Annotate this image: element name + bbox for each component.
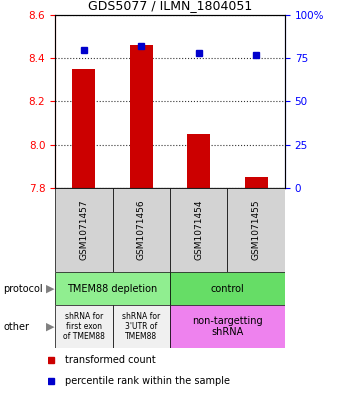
Text: TMEM88 depletion: TMEM88 depletion xyxy=(67,284,158,294)
Bar xyxy=(245,177,268,188)
Text: transformed count: transformed count xyxy=(65,354,156,365)
Bar xyxy=(170,188,227,272)
Text: GSM1071455: GSM1071455 xyxy=(252,200,261,261)
Bar xyxy=(55,305,113,348)
Bar xyxy=(55,272,170,305)
Text: GSM1071457: GSM1071457 xyxy=(79,200,88,261)
Text: GSM1071456: GSM1071456 xyxy=(137,200,146,261)
Text: shRNA for
first exon
of TMEM88: shRNA for first exon of TMEM88 xyxy=(63,312,105,342)
Title: GDS5077 / ILMN_1804051: GDS5077 / ILMN_1804051 xyxy=(88,0,252,12)
Bar xyxy=(170,272,285,305)
Text: control: control xyxy=(210,284,244,294)
Bar xyxy=(187,134,210,188)
Bar xyxy=(113,305,170,348)
Bar xyxy=(113,188,170,272)
Text: GSM1071454: GSM1071454 xyxy=(194,200,203,260)
Bar xyxy=(170,305,285,348)
Text: non-targetting
shRNA: non-targetting shRNA xyxy=(192,316,263,337)
Text: shRNA for
3'UTR of
TMEM88: shRNA for 3'UTR of TMEM88 xyxy=(122,312,160,342)
Text: protocol: protocol xyxy=(3,284,43,294)
Text: other: other xyxy=(3,321,29,332)
Bar xyxy=(130,45,153,188)
Bar xyxy=(72,69,95,188)
Text: percentile rank within the sample: percentile rank within the sample xyxy=(65,376,230,386)
Bar xyxy=(55,188,113,272)
Text: ▶: ▶ xyxy=(46,321,54,332)
Bar xyxy=(227,188,285,272)
Text: ▶: ▶ xyxy=(46,284,54,294)
